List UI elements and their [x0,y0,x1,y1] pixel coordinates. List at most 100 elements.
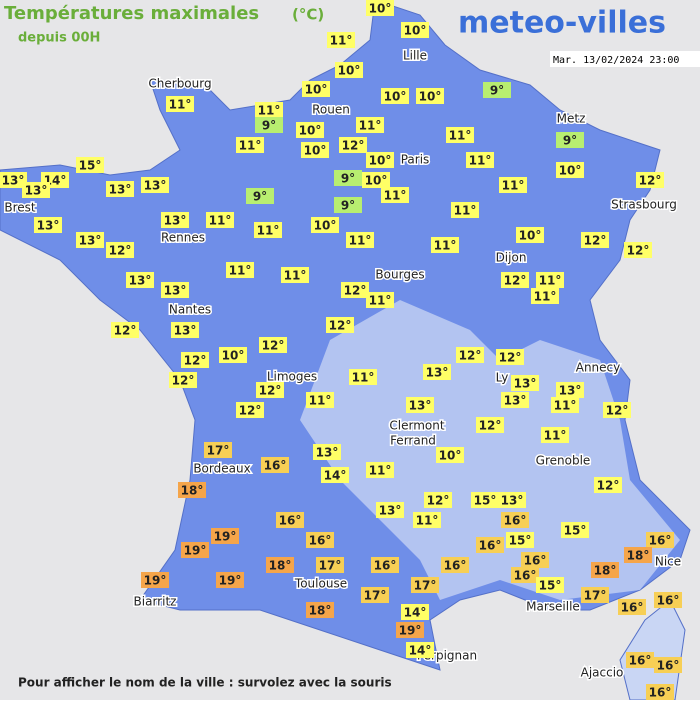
temp-label: 9° [253,190,267,204]
temp-box [499,177,527,193]
temp-label: 12° [606,404,629,418]
temp-box [476,417,504,433]
timestamp-box [550,51,700,67]
temp-label: 12° [342,139,365,153]
temp-box [178,482,206,498]
footer: Pour afficher le nom de la ville : survo… [18,676,392,690]
temp-box [255,117,283,133]
temp-label: 13° [174,324,197,338]
temp-label: 12° [597,479,620,493]
temp-box [436,447,464,463]
temp-box [501,512,529,528]
temp-label: 12° [259,384,282,398]
city-name: Annecy [576,361,621,375]
title-unit: (°C) [292,6,324,24]
temp-label: 10° [305,83,328,97]
temp-box [423,364,451,380]
temp-box [306,392,334,408]
temp-label: 13° [409,399,432,413]
temp-box [346,232,374,248]
temp-label: 11° [330,34,353,48]
temp-box [416,88,444,104]
city-name: Cherbourg [148,77,211,91]
temp-label: 10° [419,90,442,104]
temp-box [22,182,50,198]
city-name: Lille [403,49,427,63]
temp-box [254,222,282,238]
temp-label: 11° [258,104,281,118]
temp-label: 14° [324,469,347,483]
temp-label: 13° [25,184,48,198]
temp-box [521,552,549,568]
temp-label: 10° [559,164,582,178]
temp-label: 11° [539,274,562,288]
temp-box [556,132,584,148]
city-name: Ferrand [390,434,436,448]
temp-label: 15° [474,494,497,508]
temp-label: 13° [559,384,582,398]
temp-box [255,102,283,118]
temp-box [361,587,389,603]
temp-label: 16° [524,554,547,568]
temp-box [511,567,539,583]
temp-label: 9° [563,134,577,148]
temp-box [366,0,394,16]
temp-box [76,157,104,173]
temp-label: 12° [329,319,352,333]
temp-label: 11° [449,129,472,143]
temp-box [326,317,354,333]
temp-box [141,572,169,588]
temp-box [581,587,609,603]
temp-box [451,202,479,218]
city-name: Bourges [375,268,424,282]
temp-label: 19° [399,624,422,638]
temp-box [266,557,294,573]
temp-label: 9° [341,199,355,213]
temp-box [204,442,232,458]
temp-label: 19° [184,544,207,558]
temp-label: 9° [341,172,355,186]
city-name: Ly [496,371,509,385]
temp-box [516,227,544,243]
temp-label: 18° [269,559,292,573]
temp-label: 13° [144,179,167,193]
temp-label: 13° [109,183,132,197]
temp-box [618,599,646,615]
temp-box [381,88,409,104]
temp-label: 14° [409,644,432,658]
temp-box [376,502,404,518]
temp-box [646,532,674,548]
temp-box [161,212,189,228]
temp-box [334,197,362,213]
temp-label: 12° [172,374,195,388]
temp-box [296,122,324,138]
temp-label: 10° [338,64,361,78]
temp-label: 16° [629,654,652,668]
temp-box [594,477,622,493]
temp-box [483,82,511,98]
temp-label: 10° [439,449,462,463]
temp-box [34,217,62,233]
temp-label: 16° [444,559,467,573]
temp-box [181,542,209,558]
temp-box [302,81,330,97]
temp-label: 16° [649,534,672,548]
temp-box [236,402,264,418]
temp-box [216,572,244,588]
temp-label: 10° [365,174,388,188]
temp-box [335,62,363,78]
temp-label: 10° [519,229,542,243]
temp-label: 12° [504,274,527,288]
temp-label: 13° [164,284,187,298]
temp-box [654,592,682,608]
temp-label: 11° [359,119,382,133]
temp-label: 11° [369,294,392,308]
temp-label: 16° [621,601,644,615]
temp-box [261,457,289,473]
temp-box [536,577,564,593]
temp-box [306,532,334,548]
temp-label: 16° [374,559,397,573]
temp-label: 11° [554,399,577,413]
title: Températures maximales [4,3,259,24]
temp-label: 17° [584,589,607,603]
